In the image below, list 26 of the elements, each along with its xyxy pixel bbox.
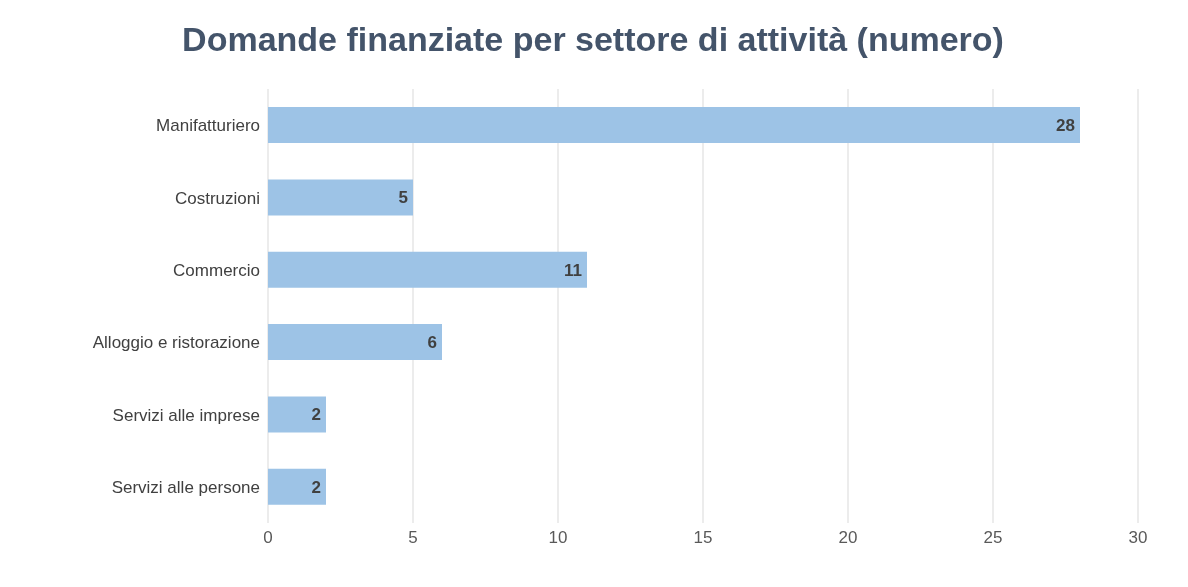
data-label: 5 bbox=[398, 188, 408, 208]
y-tick-label: Costruzioni bbox=[174, 188, 260, 208]
x-tick-label: 15 bbox=[693, 528, 713, 548]
data-label: 6 bbox=[427, 333, 437, 353]
x-tick-label: 25 bbox=[983, 528, 1003, 548]
bar bbox=[268, 468, 326, 505]
y-tick-label: Manifatturiero bbox=[156, 116, 260, 136]
y-tick-label: Servizi alle imprese bbox=[112, 405, 260, 425]
bar bbox=[268, 396, 326, 433]
x-tick-label: 5 bbox=[408, 528, 418, 548]
data-label: 28 bbox=[1056, 116, 1075, 136]
y-tick-label: Alloggio e ristorazione bbox=[92, 333, 260, 353]
data-label: 2 bbox=[311, 405, 321, 425]
x-tick-label: 0 bbox=[263, 528, 273, 548]
y-tick-label: Commercio bbox=[173, 260, 260, 280]
x-tick-label: 10 bbox=[548, 528, 568, 548]
bar bbox=[268, 251, 587, 288]
bar bbox=[268, 179, 413, 216]
x-tick-label: 20 bbox=[838, 528, 858, 548]
bar bbox=[268, 107, 1080, 144]
bar bbox=[268, 324, 442, 361]
chart-title: Domande finanziate per settore di attività (numero) bbox=[181, 20, 1005, 59]
x-tick-label: 30 bbox=[1128, 528, 1148, 548]
data-label: 11 bbox=[564, 260, 582, 280]
data-label: 2 bbox=[311, 477, 321, 497]
y-tick-label: Servizi alle persone bbox=[111, 477, 260, 497]
